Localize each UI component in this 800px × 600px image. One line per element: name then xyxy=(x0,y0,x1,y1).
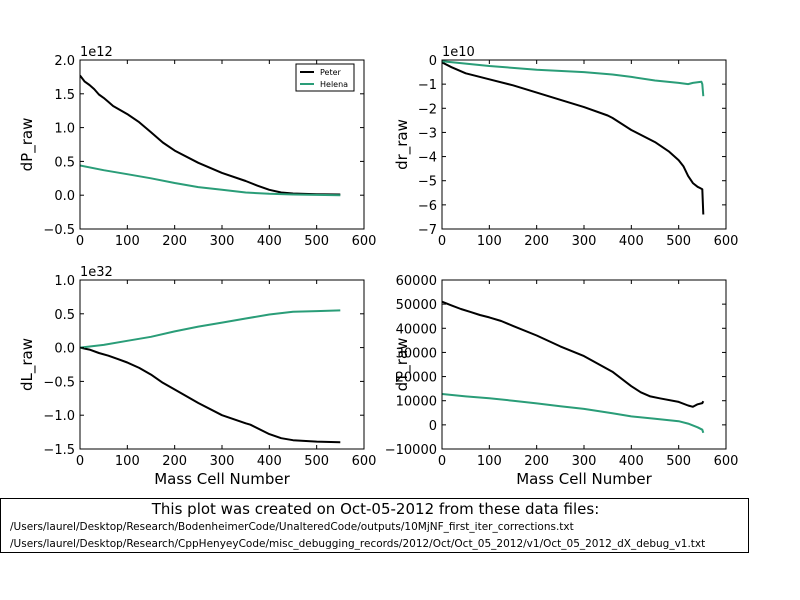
x-tick-label: 200 xyxy=(162,454,187,469)
x-tick-label: 0 xyxy=(76,454,84,469)
x-tick-label: 300 xyxy=(210,234,235,249)
x-tick-label: 400 xyxy=(619,454,644,469)
x-axis-label: Mass Cell Number xyxy=(516,470,652,488)
footer-title: This plot was created on Oct-05-2012 fro… xyxy=(151,500,600,518)
data-source-box: This plot was created on Oct-05-2012 fro… xyxy=(0,498,749,553)
x-tick-label: 100 xyxy=(477,234,502,249)
x-tick-label: 600 xyxy=(352,234,377,249)
series-line-helena xyxy=(442,60,705,97)
x-tick-label: 400 xyxy=(257,454,282,469)
series-line-peter xyxy=(80,74,341,196)
y-tick-label: 10000 xyxy=(396,395,437,410)
series-line-helena xyxy=(80,164,341,197)
x-tick-label: 200 xyxy=(524,234,549,249)
y-tick-label: 0.0 xyxy=(54,342,75,357)
x-tick-label: 100 xyxy=(115,454,140,469)
x-tick-label: 200 xyxy=(162,234,187,249)
series-line-helena xyxy=(442,393,705,434)
series-line-peter xyxy=(442,61,705,215)
y-tick-label: −0.5 xyxy=(43,223,75,238)
y-tick-label: −1.0 xyxy=(43,409,75,424)
y-tick-label: 60000 xyxy=(396,274,437,289)
legend-box xyxy=(295,63,355,92)
x-tick-label: 300 xyxy=(572,454,597,469)
panel-dr-raw: 0 100 200 300 400 500 600 −7 −6 −5 −4 −3 −2 −1 0 dr_raw… xyxy=(393,45,738,249)
y-tick-label: −10000 xyxy=(385,443,437,458)
axis-multiplier: 1e32 xyxy=(80,265,113,280)
y-tick-label: 0.5 xyxy=(54,155,75,170)
x-tick-label: 400 xyxy=(257,234,282,249)
x-tick-label: 500 xyxy=(304,234,329,249)
y-tick-label: −1.5 xyxy=(43,443,75,458)
axis-multiplier: 1e10 xyxy=(442,45,475,60)
x-tick-label: 500 xyxy=(666,234,691,249)
y-axis-label: dL_raw xyxy=(18,338,37,391)
x-tick-label: 600 xyxy=(714,234,739,249)
data-file-path: /Users/laurel/Desktop/Research/CppHenyey… xyxy=(10,538,706,550)
y-tick-label: 2.0 xyxy=(54,54,75,69)
x-tick-label: 600 xyxy=(352,454,377,469)
y-tick-label: 0.5 xyxy=(54,308,75,323)
x-tick-label: 0 xyxy=(438,234,446,249)
x-tick-label: 300 xyxy=(572,234,597,249)
y-tick-label: −6 xyxy=(418,199,437,214)
y-axis-label: dT_raw xyxy=(393,338,412,392)
y-tick-label: 1.0 xyxy=(54,274,75,289)
series-line-helena xyxy=(80,309,341,349)
y-tick-label: −1 xyxy=(418,78,437,93)
legend-label: Helena xyxy=(320,80,348,89)
x-tick-label: 500 xyxy=(666,454,691,469)
y-tick-label: 1.0 xyxy=(54,122,75,137)
legend-label: Peter xyxy=(320,68,342,77)
panel-dl-raw: 0 100 200 300 400 500 600 −1.5 −1.0 −0.5 0.0 0.5 1.0… xyxy=(18,265,376,488)
y-tick-label: −7 xyxy=(418,223,437,238)
x-tick-label: 200 xyxy=(524,454,549,469)
x-axis-label: Mass Cell Number xyxy=(154,470,290,488)
axis-multiplier: 1e12 xyxy=(80,45,113,60)
y-tick-label: 0.0 xyxy=(54,189,75,204)
x-tick-label: 100 xyxy=(115,234,140,249)
x-tick-label: 600 xyxy=(714,454,739,469)
y-tick-label: 1.5 xyxy=(54,88,75,103)
y-tick-label: −2 xyxy=(418,102,437,117)
y-tick-label: 30000 xyxy=(396,346,437,361)
y-tick-label: 0 xyxy=(429,54,437,69)
y-tick-label: 20000 xyxy=(396,371,437,386)
y-tick-label: −5 xyxy=(418,175,437,190)
y-axis-label: dP_raw xyxy=(18,118,37,172)
data-file-path: /Users/laurel/Desktop/Research/Bodenheim… xyxy=(10,521,574,533)
y-tick-label: −3 xyxy=(418,126,437,141)
plot-frame xyxy=(441,59,727,230)
x-tick-label: 100 xyxy=(477,454,502,469)
plot-frame xyxy=(441,279,727,450)
y-tick-label: 50000 xyxy=(396,298,437,313)
y-tick-label: −4 xyxy=(418,151,437,166)
plot-frame xyxy=(79,279,365,450)
x-tick-label: 0 xyxy=(76,234,84,249)
series-line-peter xyxy=(442,300,705,408)
y-tick-label: 40000 xyxy=(396,322,437,337)
panel-dt-raw: 0 100 200 300 400 500 600−10000010000200003000… xyxy=(385,274,739,488)
x-tick-label: 300 xyxy=(210,454,235,469)
x-tick-label: 400 xyxy=(619,234,644,249)
panel-dp-raw: 0 100 200 300 400 500 600 −0.5 0.0 0.5 1.0 1.5 2.0 dP… xyxy=(18,45,376,249)
x-tick-label: 500 xyxy=(304,454,329,469)
series-line-peter xyxy=(80,346,341,444)
y-tick-label: −0.5 xyxy=(43,375,75,390)
x-tick-label: 0 xyxy=(438,454,446,469)
y-tick-label: 0 xyxy=(429,419,437,434)
y-axis-label: dr_raw xyxy=(393,119,412,170)
